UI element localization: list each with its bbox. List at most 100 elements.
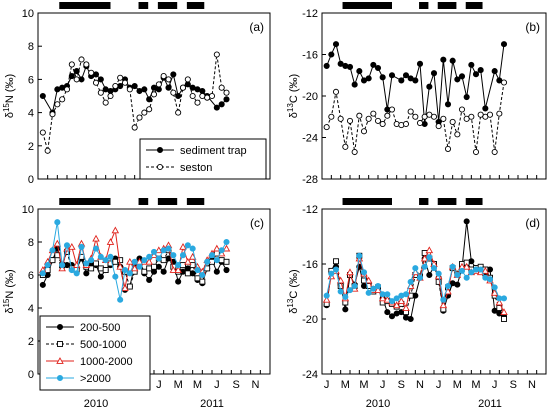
data-point bbox=[383, 295, 392, 303]
data-point bbox=[332, 88, 340, 95]
y-tick-label: -20 bbox=[302, 314, 318, 326]
data-point bbox=[213, 104, 220, 111]
data-point bbox=[430, 113, 438, 120]
y-tick-label: 0 bbox=[28, 174, 34, 186]
data-point bbox=[356, 252, 363, 259]
data-point bbox=[121, 79, 129, 86]
data-point bbox=[189, 270, 196, 277]
data-point bbox=[155, 263, 162, 270]
y-axis-label: δ15N (‰) bbox=[2, 74, 16, 118]
data-point bbox=[416, 274, 424, 281]
x-month-label: M bbox=[471, 379, 480, 391]
data-point bbox=[213, 257, 220, 264]
x-month-label: J bbox=[380, 379, 386, 391]
data-point bbox=[93, 260, 99, 267]
y-tick-label: -12 bbox=[302, 8, 318, 20]
data-point bbox=[189, 92, 196, 100]
data-point bbox=[374, 117, 382, 124]
data-point bbox=[364, 276, 373, 284]
x-month-label: M bbox=[341, 379, 350, 391]
data-point bbox=[458, 73, 466, 80]
data-point bbox=[426, 83, 433, 90]
data-point bbox=[374, 286, 382, 293]
data-point bbox=[68, 61, 75, 68]
x-year-label: 2010 bbox=[366, 398, 390, 410]
data-point bbox=[146, 96, 153, 103]
data-point bbox=[342, 293, 349, 301]
legend-label: >2000 bbox=[80, 373, 111, 385]
period-bar bbox=[138, 198, 149, 205]
x-month-label: J bbox=[492, 379, 498, 391]
y-tick-label: 2 bbox=[28, 141, 34, 153]
data-point bbox=[170, 89, 177, 96]
data-point bbox=[68, 266, 75, 274]
data-point bbox=[165, 245, 172, 252]
data-point bbox=[435, 123, 442, 130]
legend-box bbox=[139, 138, 267, 180]
data-point bbox=[412, 77, 419, 84]
data-point bbox=[102, 257, 109, 264]
data-point bbox=[150, 268, 158, 275]
data-point bbox=[379, 120, 386, 128]
data-point bbox=[477, 67, 484, 74]
data-point bbox=[486, 276, 494, 283]
data-point bbox=[440, 296, 447, 303]
data-point bbox=[218, 101, 225, 108]
y-axis-label: δ13C (‰) bbox=[286, 269, 300, 313]
data-point bbox=[397, 297, 406, 304]
panel-c: 0246810JMMJSNJMMJSN20102011(c)δ15N (‰)20… bbox=[2, 198, 271, 410]
data-point bbox=[402, 72, 410, 79]
data-point bbox=[370, 110, 377, 117]
data-point bbox=[322, 295, 331, 303]
data-point bbox=[454, 271, 461, 279]
data-point bbox=[126, 270, 133, 277]
data-point bbox=[468, 61, 475, 68]
legend-marker bbox=[56, 323, 64, 331]
period-bar bbox=[59, 198, 111, 205]
data-point bbox=[426, 254, 433, 261]
data-point bbox=[490, 288, 499, 296]
data-point bbox=[379, 74, 386, 81]
x-month-label: M bbox=[453, 379, 462, 391]
data-point bbox=[180, 262, 186, 269]
data-point bbox=[223, 89, 230, 96]
legend-label: 500-1000 bbox=[80, 339, 127, 351]
period-bar bbox=[437, 2, 457, 9]
data-point bbox=[160, 257, 167, 264]
data-point bbox=[102, 267, 109, 273]
data-point bbox=[223, 258, 230, 265]
data-point bbox=[184, 76, 191, 83]
data-point bbox=[112, 258, 119, 265]
data-point bbox=[199, 87, 206, 95]
data-point bbox=[44, 262, 51, 269]
data-point bbox=[463, 274, 470, 281]
data-point bbox=[126, 257, 134, 265]
data-point bbox=[482, 105, 489, 112]
y-tick-label: 4 bbox=[28, 108, 34, 120]
data-point bbox=[73, 270, 80, 277]
legend-marker bbox=[56, 357, 64, 364]
legend: 200-500 500-1000 1000-2000 >2000 bbox=[39, 315, 151, 391]
data-point bbox=[402, 291, 410, 298]
data-point bbox=[462, 262, 471, 270]
data-point bbox=[39, 129, 46, 136]
data-point bbox=[184, 257, 192, 265]
data-point bbox=[223, 238, 230, 246]
data-point bbox=[430, 70, 438, 77]
data-point bbox=[430, 265, 438, 272]
data-point bbox=[365, 289, 372, 296]
data-point bbox=[337, 115, 344, 122]
data-point bbox=[486, 111, 494, 118]
data-point bbox=[472, 148, 480, 156]
x-month-label: J bbox=[436, 379, 442, 391]
data-point bbox=[179, 243, 187, 250]
data-point bbox=[107, 92, 114, 100]
panel-b: -28 -24 -20 -16 -12 (b) δ13C (‰) bbox=[286, 2, 547, 186]
data-point bbox=[194, 275, 201, 282]
data-point bbox=[454, 281, 461, 288]
period-bar bbox=[465, 2, 483, 9]
legend-marker bbox=[56, 374, 64, 382]
x-month-label: J bbox=[324, 379, 330, 391]
data-point bbox=[407, 315, 414, 323]
y-tick-label: 8 bbox=[28, 41, 34, 53]
